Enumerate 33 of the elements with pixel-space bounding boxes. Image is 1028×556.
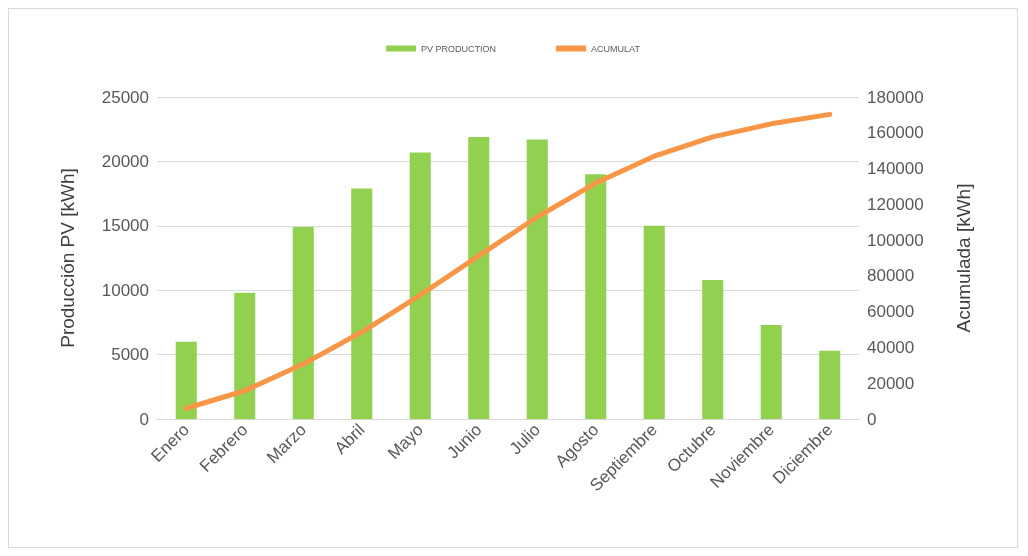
bar	[175, 341, 197, 419]
y2-tick-label: 100000	[867, 230, 924, 250]
x-tick-label: Julio	[505, 420, 544, 459]
bar	[292, 227, 314, 419]
bar	[526, 139, 548, 419]
y2-tick-label: 0	[867, 409, 877, 429]
y-tick-label: 20000	[101, 151, 149, 171]
y-tick-label: 0	[139, 409, 149, 429]
y2-tick-label: 80000	[867, 266, 915, 286]
y-tick-label: 5000	[111, 345, 149, 365]
bar	[351, 188, 373, 419]
y2-tick-label: 140000	[867, 159, 924, 179]
y2-tick-label: 40000	[867, 337, 915, 357]
y2-tick-label: 20000	[867, 373, 915, 393]
y-tick-label: 10000	[101, 280, 149, 300]
y-tick-label: 25000	[101, 87, 149, 107]
y2-tick-label: 120000	[867, 194, 924, 214]
y2-tick-label: 180000	[867, 87, 924, 107]
bar	[409, 152, 431, 419]
legend-label: ACUMULAT	[591, 43, 641, 54]
bar	[643, 225, 665, 419]
bar	[819, 350, 841, 419]
y-axis-title: Producción PV [kWh]	[57, 168, 78, 348]
bar	[468, 136, 490, 419]
y2-tick-label: 160000	[867, 123, 924, 143]
bar	[760, 324, 782, 419]
bar	[234, 292, 256, 419]
bar	[702, 279, 724, 419]
bar	[585, 174, 607, 419]
y2-tick-label: 60000	[867, 302, 915, 322]
y-tick-label: 15000	[101, 216, 149, 236]
legend-label: PV PRODUCTION	[421, 43, 497, 54]
y2-axis-title: Acumulada [kWh]	[953, 183, 974, 333]
